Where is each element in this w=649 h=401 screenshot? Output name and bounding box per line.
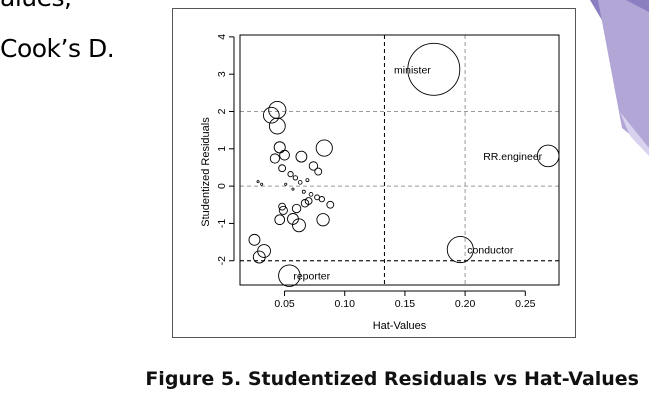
point-label-minister: minister [394,64,431,76]
data-point [314,167,323,176]
y-tick-label: 1 [216,146,228,152]
x-tick-label: 0.25 [515,298,536,310]
data-point [287,171,294,178]
data-point [291,187,295,191]
data-point [268,100,287,120]
plot-frame: minister RR.engineer conductor reporter 0.0… [172,8,576,338]
data-point [284,182,288,186]
plot-area-border [239,34,560,286]
y-tick-label: 2 [216,108,228,114]
x-axis-title: Hat-Values [373,320,427,332]
deco-light-band [620,112,649,156]
data-point [252,250,266,264]
x-tick-label: 0.15 [395,298,416,310]
deco-lavender-band [598,0,649,150]
data-point [268,117,286,135]
y-tick-label: 3 [216,71,228,77]
data-point [248,233,261,246]
data-point [308,192,314,197]
data-point [305,178,310,183]
data-point [256,180,260,184]
data-point [279,149,290,161]
axes: 0.05 0.10 0.15 0.20 0.25 -2 -1 0 1 2 3 4 [216,34,536,310]
data-point [292,218,306,233]
data-point [274,214,286,226]
figure-caption: Figure 5. Studentized Residuals vs Hat-V… [145,368,639,390]
point-reporter [278,264,301,287]
point-label-RR-engineer: RR.engineer [483,151,542,163]
point-labels: minister RR.engineer conductor reporter [293,64,542,282]
data-point [291,203,302,214]
slide-text-line-1: alues, [0,0,72,12]
point-conductor [446,236,474,264]
y-tick-label: -1 [216,219,228,228]
data-point [300,199,310,208]
data-points [248,42,560,287]
point-label-conductor: conductor [467,245,514,257]
data-point [326,200,335,209]
data-point [292,175,299,181]
data-point [278,164,287,173]
data-point [273,141,286,154]
data-point [295,150,308,163]
scatter-plot: minister RR.engineer conductor reporter 0.0… [200,34,560,332]
data-point [308,161,319,171]
y-axis-title: Studentized Residuals [200,117,212,227]
x-tick-label: 0.05 [274,298,295,310]
data-point [262,106,280,124]
x-tick-label: 0.10 [335,298,356,310]
y-tick-label: 4 [216,34,228,40]
slide-text-line-2: Cook’s D. [0,34,115,63]
data-point [269,153,280,164]
data-point [301,189,306,194]
data-point [316,213,330,227]
point-label-reporter: reporter [293,271,330,283]
data-point [260,182,264,186]
point-minister [407,42,461,96]
data-point [315,139,333,157]
y-tick-label: 0 [216,183,228,189]
data-point [278,205,288,215]
data-point [297,180,303,185]
x-tick-label: 0.20 [455,298,476,310]
data-point [318,196,325,203]
y-tick-label: -2 [216,256,228,265]
